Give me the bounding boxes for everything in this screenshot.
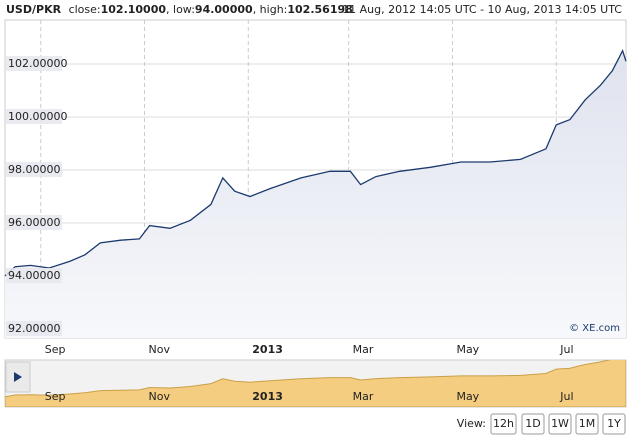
view-label: View:	[457, 417, 486, 430]
view-button[interactable]: 1D	[521, 413, 545, 435]
y-tick-label: 102.00000	[8, 57, 68, 70]
button-label[interactable]: 1D	[525, 417, 540, 430]
x-tick-label: Jul	[559, 343, 573, 356]
high: 102.56198	[287, 3, 352, 16]
date-range: 11 Aug, 2012 14:05 UTC - 10 Aug, 2013 14…	[342, 3, 622, 16]
x-tick-label: May	[456, 343, 479, 356]
x-tick-label: 2013	[252, 343, 283, 356]
button-frame[interactable]	[490, 413, 517, 435]
nav-tick-label: 2013	[252, 390, 283, 403]
button-label[interactable]: 1W	[551, 417, 569, 430]
pair: USD/PKR	[6, 3, 62, 16]
y-label-bg	[6, 161, 62, 177]
button-frame[interactable]	[575, 413, 599, 435]
line	[4, 48, 627, 277]
y-tick-label: 100.00000	[8, 110, 68, 123]
button-label[interactable]: 1M	[579, 417, 596, 430]
y-label-bg	[6, 267, 62, 283]
header: USD/PKR close:102.10000, low:94.00000, h…	[6, 3, 353, 16]
view-button[interactable]: 1M	[575, 413, 599, 435]
button-label[interactable]: 12h	[493, 417, 514, 430]
view-button[interactable]: 1W	[548, 413, 572, 435]
y-label-bg	[6, 320, 62, 336]
arrow-icon	[14, 372, 22, 382]
credit: © XE.com	[569, 323, 620, 334]
close: 102.10000	[101, 3, 167, 16]
y-tick-label: 98.00000	[8, 163, 61, 176]
button-frame[interactable]	[548, 413, 572, 435]
button-frame[interactable]	[521, 413, 545, 435]
area	[5, 50, 626, 338]
nav-area	[5, 360, 626, 407]
high-label: , high:	[253, 3, 288, 16]
x-tick-label: Sep	[45, 343, 66, 356]
button-label[interactable]: 1Y	[607, 417, 621, 430]
x-tick-label: Nov	[149, 343, 171, 356]
nav-tick-label: Sep	[45, 390, 66, 403]
button-frame[interactable]	[602, 413, 626, 435]
y-tick-label: 96.00000	[8, 216, 61, 229]
nav-tick-label: May	[456, 390, 479, 403]
y-tick-label: 94.00000	[8, 269, 61, 282]
x-tick-label: Mar	[353, 343, 374, 356]
y-label-bg	[6, 108, 62, 124]
low: 94.00000	[195, 3, 253, 16]
view-button[interactable]: 1Y	[602, 413, 626, 435]
nav-tick-label: Nov	[149, 390, 171, 403]
y-label-bg	[6, 55, 62, 71]
low-label: , low:	[166, 3, 195, 16]
y-label-bg	[6, 214, 62, 230]
y-tick-label: 92.00000	[8, 322, 61, 335]
view-button[interactable]: 12h	[490, 413, 517, 435]
close-label: close:	[69, 3, 101, 16]
nav-tick-label: Jul	[559, 390, 573, 403]
nav-tick-label: Mar	[353, 390, 374, 403]
